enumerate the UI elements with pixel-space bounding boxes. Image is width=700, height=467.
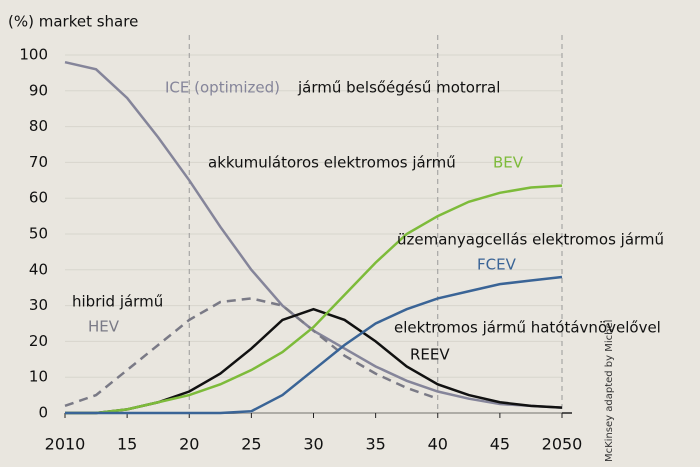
x-tick-label: 35 <box>365 435 385 454</box>
y-tick-label: 90 <box>29 81 48 99</box>
y-tick-label: 10 <box>29 368 48 386</box>
annotation: hibrid jármű <box>72 293 163 311</box>
x-tick-label: 25 <box>241 435 261 454</box>
y-tick-label: 40 <box>29 260 48 278</box>
y-axis-label: (%) market share <box>8 13 138 31</box>
annotation: üzemanyagcellás elektromos jármű <box>397 231 664 249</box>
series-line <box>64 297 439 408</box>
x-tick-label: 2010 <box>45 435 86 454</box>
x-tick-label: 2050 <box>542 435 583 454</box>
x-tick-label: 30 <box>303 435 323 454</box>
annotation: elektromos jármű hatótávnövelővel <box>394 319 661 337</box>
y-tick-label: 20 <box>29 332 48 350</box>
series-label: ICE (optimized) <box>165 79 280 97</box>
series-label: HEV <box>88 318 120 336</box>
annotation: jármű belsőégésű motorral <box>297 79 500 97</box>
annotation: akkumulátoros elektromos jármű <box>208 154 456 172</box>
y-tick-label: 30 <box>29 296 48 314</box>
credit: McKinsey adapted by Michel <box>604 320 615 462</box>
x-tick-label: 40 <box>428 435 448 454</box>
y-tick-label: 80 <box>29 117 48 135</box>
x-tick-label: 20 <box>179 435 199 454</box>
y-tick-label: 50 <box>29 225 48 243</box>
series-line <box>65 275 563 415</box>
series-label: BEV <box>493 154 524 172</box>
series-line <box>65 184 563 415</box>
y-tick-label: 0 <box>38 404 48 422</box>
y-tick-label: 60 <box>29 189 48 207</box>
series-label: FCEV <box>477 256 517 274</box>
series-label: REEV <box>410 346 450 364</box>
y-tick-label: 70 <box>29 153 48 171</box>
x-tick-label: 45 <box>490 435 510 454</box>
y-tick-label: 100 <box>19 46 48 64</box>
x-tick-label: 15 <box>117 435 137 454</box>
